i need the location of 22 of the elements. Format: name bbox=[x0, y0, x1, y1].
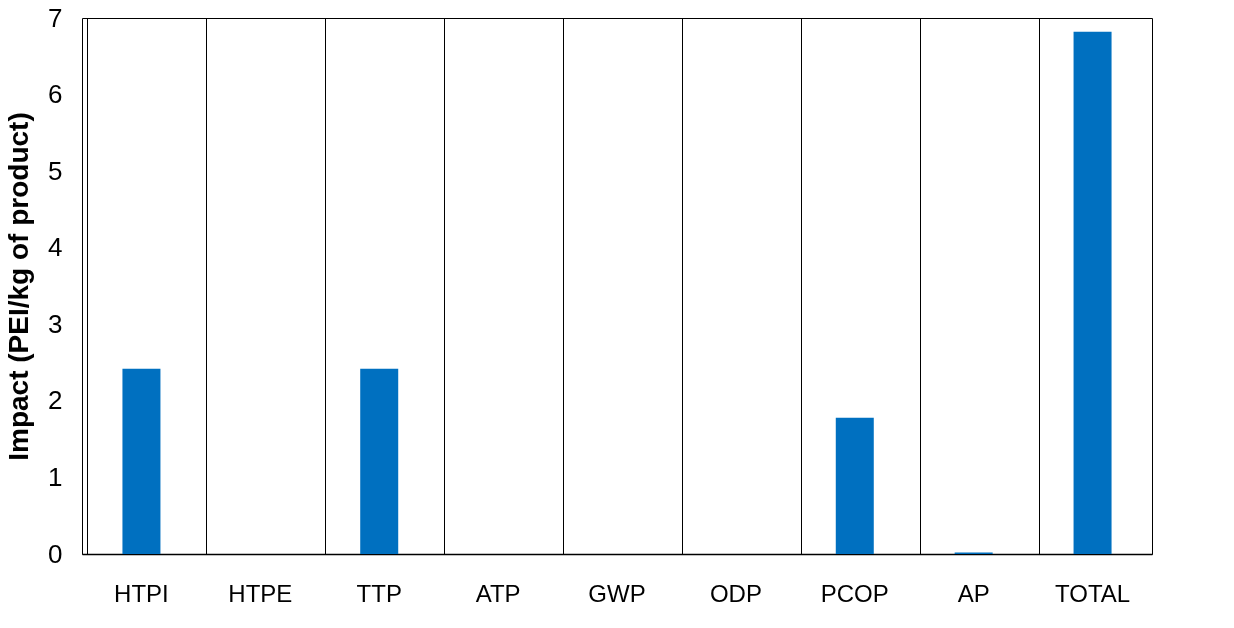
x-tick-label: HTPE bbox=[228, 579, 293, 607]
bar bbox=[1073, 31, 1112, 554]
y-tick-label: 3 bbox=[48, 308, 63, 339]
y-tick-label: 1 bbox=[48, 461, 63, 492]
y-tick-label: 5 bbox=[48, 155, 63, 186]
y-axis-title: Impact (PEI/kg of product) bbox=[3, 112, 35, 461]
x-tick-label: HTPI bbox=[114, 579, 169, 607]
x-tick-label: PCOP bbox=[820, 579, 889, 607]
y-tick-label: 4 bbox=[48, 232, 63, 263]
x-tick-label: ATP bbox=[475, 579, 521, 607]
x-tick-label: AP bbox=[957, 579, 990, 607]
x-tick-label: GWP bbox=[588, 579, 646, 607]
y-tick-label: 7 bbox=[48, 2, 63, 33]
y-tick-label: 2 bbox=[48, 385, 63, 416]
bar bbox=[360, 368, 399, 554]
bar bbox=[122, 368, 161, 554]
x-tick-label: TTP bbox=[356, 579, 402, 607]
y-tick-label: 0 bbox=[48, 538, 63, 569]
y-tick-label: 6 bbox=[48, 79, 63, 110]
x-tick-label: ODP bbox=[709, 579, 762, 607]
x-tick-label: TOTAL bbox=[1054, 579, 1131, 607]
bar bbox=[835, 417, 874, 554]
